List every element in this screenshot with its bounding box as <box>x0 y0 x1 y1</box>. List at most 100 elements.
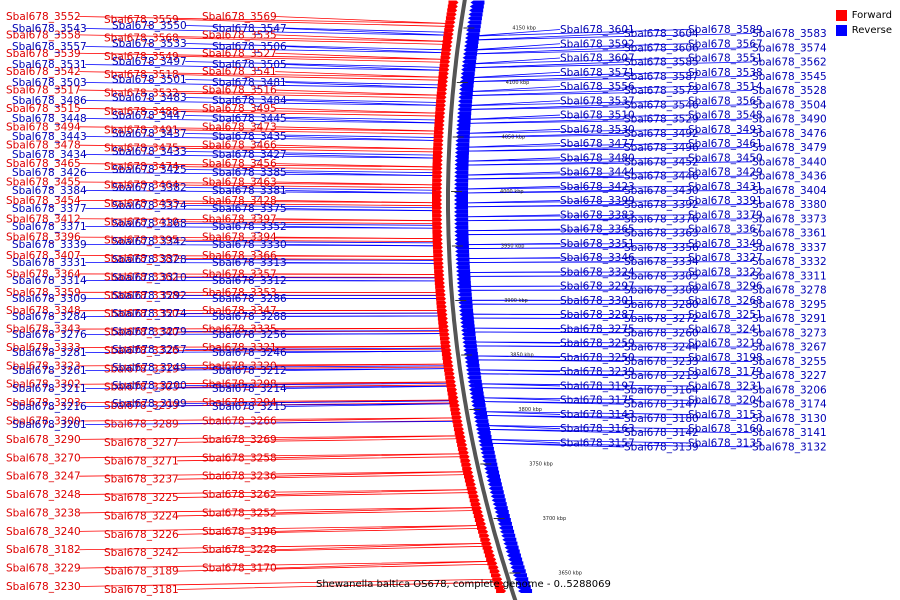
gene-label[interactable]: Sbal678_3436 <box>752 171 827 183</box>
gene-label[interactable]: Sbal678_3247 <box>6 471 81 483</box>
gene-label[interactable]: Sbal678_3279 <box>112 326 187 338</box>
gene-label[interactable]: Sbal678_3592 <box>560 38 635 50</box>
gene-label[interactable]: Sbal678_3549 <box>104 51 179 63</box>
gene-label[interactable]: Sbal678_3349 <box>688 238 763 250</box>
gene-label[interactable]: Sbal678_3323 <box>6 360 81 372</box>
gene-label[interactable]: Sbal678_3456 <box>202 158 277 170</box>
gene-label[interactable]: Sbal678_3504 <box>752 99 827 111</box>
gene-label[interactable]: Sbal678_3298 <box>202 379 277 391</box>
gene-label[interactable]: Sbal678_3375 <box>212 203 287 215</box>
gene-label[interactable]: Sbal678_3353 <box>202 287 277 299</box>
gene-label[interactable]: Sbal678_3486 <box>12 95 87 107</box>
gene-label[interactable]: Sbal678_3308 <box>624 285 699 297</box>
gene-label[interactable]: Sbal678_3302 <box>6 379 81 391</box>
gene-label[interactable]: Sbal678_3444 <box>560 167 635 179</box>
gene-label[interactable]: Sbal678_3532 <box>104 88 179 100</box>
gene-label[interactable]: Sbal678_3484 <box>212 95 287 107</box>
gene-label[interactable]: Sbal678_3226 <box>104 529 179 541</box>
gene-label[interactable]: Sbal678_3313 <box>212 257 287 269</box>
gene-label[interactable]: Sbal678_3312 <box>212 275 287 287</box>
gene-label[interactable]: Sbal678_3181 <box>104 584 179 596</box>
gene-label[interactable]: Sbal678_3567 <box>688 38 763 50</box>
gene-label[interactable]: Sbal678_3356 <box>624 242 699 254</box>
gene-label[interactable]: Sbal678_3331 <box>12 257 87 269</box>
gene-label[interactable]: Sbal678_3496 <box>624 142 699 154</box>
gene-label[interactable]: Sbal678_3453 <box>104 198 179 210</box>
gene-label[interactable]: Sbal678_3212 <box>212 365 287 377</box>
gene-label[interactable]: Sbal678_3450 <box>688 152 763 164</box>
gene-label[interactable]: Sbal678_3480 <box>560 152 635 164</box>
gene-label[interactable]: Sbal678_3506 <box>212 41 287 53</box>
gene-label[interactable]: Sbal678_3368 <box>112 218 187 230</box>
gene-label[interactable]: Sbal678_3236 <box>202 471 277 483</box>
gene-label[interactable]: Sbal678_3404 <box>752 185 827 197</box>
gene-label[interactable]: Sbal678_3429 <box>688 167 763 179</box>
gene-label[interactable]: Sbal678_3231 <box>688 380 763 392</box>
gene-label[interactable]: Sbal678_3251 <box>688 309 763 321</box>
gene-label[interactable]: Sbal678_3314 <box>12 275 87 287</box>
gene-label[interactable]: Sbal678_3454 <box>6 195 81 207</box>
gene-label[interactable]: Sbal678_3474 <box>104 161 179 173</box>
gene-label[interactable]: Sbal678_3497 <box>112 56 187 68</box>
gene-label[interactable]: Sbal678_3347 <box>202 305 277 317</box>
gene-label[interactable]: Sbal678_3350 <box>104 308 179 320</box>
gene-label[interactable]: Sbal678_3271 <box>104 455 179 467</box>
gene-label[interactable]: Sbal678_3446 <box>624 171 699 183</box>
gene-label[interactable]: Sbal678_3547 <box>212 23 287 35</box>
gene-label[interactable]: Sbal678_3153 <box>688 409 763 421</box>
gene-label[interactable]: Sbal678_3364 <box>6 268 81 280</box>
gene-label[interactable]: Sbal678_3300 <box>6 416 81 428</box>
gene-label[interactable]: Sbal678_3321 <box>202 342 277 354</box>
gene-label[interactable]: Sbal678_3380 <box>752 199 827 211</box>
gene-label[interactable]: Sbal678_3501 <box>112 74 187 86</box>
gene-label[interactable]: Sbal678_3219 <box>688 338 763 350</box>
gene-label[interactable]: Sbal678_3259 <box>560 338 635 350</box>
gene-label[interactable]: Sbal678_3269 <box>202 434 277 446</box>
gene-label[interactable]: Sbal678_3585 <box>624 57 699 69</box>
gene-label[interactable]: Sbal678_3394 <box>202 232 277 244</box>
gene-label[interactable]: Sbal678_3491 <box>104 124 179 136</box>
gene-label[interactable]: Sbal678_3258 <box>202 452 277 464</box>
gene-label[interactable]: Sbal678_3361 <box>752 228 827 240</box>
gene-label[interactable]: Sbal678_3539 <box>6 48 81 60</box>
gene-label[interactable]: Sbal678_3346 <box>560 252 635 264</box>
gene-label[interactable]: Sbal678_3367 <box>688 224 763 236</box>
gene-label[interactable]: Sbal678_3326 <box>104 345 179 357</box>
gene-label[interactable]: Sbal678_3556 <box>560 81 635 93</box>
gene-label[interactable]: Sbal678_3407 <box>6 250 81 262</box>
gene-label[interactable]: Sbal678_3242 <box>104 547 179 559</box>
gene-label[interactable]: Sbal678_3391 <box>688 195 763 207</box>
gene-label[interactable]: Sbal678_3533 <box>112 38 187 50</box>
gene-label[interactable]: Sbal678_3435 <box>212 131 287 143</box>
gene-label[interactable]: Sbal678_3531 <box>12 59 87 71</box>
gene-label[interactable]: Sbal678_3397 <box>202 213 277 225</box>
gene-label[interactable]: Sbal678_3445 <box>212 113 287 125</box>
gene-label[interactable]: Sbal678_3229 <box>6 563 81 575</box>
gene-label[interactable]: Sbal678_3233 <box>624 356 699 368</box>
gene-label[interactable]: Sbal678_3606 <box>624 42 699 54</box>
gene-label[interactable]: Sbal678_3334 <box>624 256 699 268</box>
gene-label[interactable]: Sbal678_3248 <box>6 489 81 501</box>
gene-label[interactable]: Sbal678_3537 <box>560 95 635 107</box>
gene-label[interactable]: Sbal678_3483 <box>112 92 187 104</box>
gene-label[interactable]: Sbal678_3322 <box>688 266 763 278</box>
gene-label[interactable]: Sbal678_3382 <box>112 182 187 194</box>
gene-label[interactable]: Sbal678_3141 <box>752 427 827 439</box>
gene-label[interactable]: Sbal678_3431 <box>688 181 763 193</box>
gene-label[interactable]: Sbal678_3330 <box>212 239 287 251</box>
gene-label[interactable]: Sbal678_3332 <box>752 256 827 268</box>
gene-label[interactable]: Sbal678_3476 <box>752 128 827 140</box>
gene-label[interactable]: Sbal678_3518 <box>104 69 179 81</box>
gene-label[interactable]: Sbal678_3479 <box>752 142 827 154</box>
gene-label[interactable]: Sbal678_3546 <box>624 99 699 111</box>
gene-label[interactable]: Sbal678_3362 <box>104 271 179 283</box>
gene-label[interactable]: Sbal678_3425 <box>112 164 187 176</box>
gene-label[interactable]: Sbal678_3359 <box>6 287 81 299</box>
gene-label[interactable]: Sbal678_3294 <box>202 397 277 409</box>
gene-label[interactable]: Sbal678_3301 <box>560 295 635 307</box>
gene-label[interactable]: Sbal678_3319 <box>104 363 179 375</box>
gene-label[interactable]: Sbal678_3213 <box>624 370 699 382</box>
gene-label[interactable]: Sbal678_3252 <box>202 507 277 519</box>
gene-label[interactable]: Sbal678_3604 <box>624 28 699 40</box>
gene-label[interactable]: Sbal678_3568 <box>104 32 179 44</box>
